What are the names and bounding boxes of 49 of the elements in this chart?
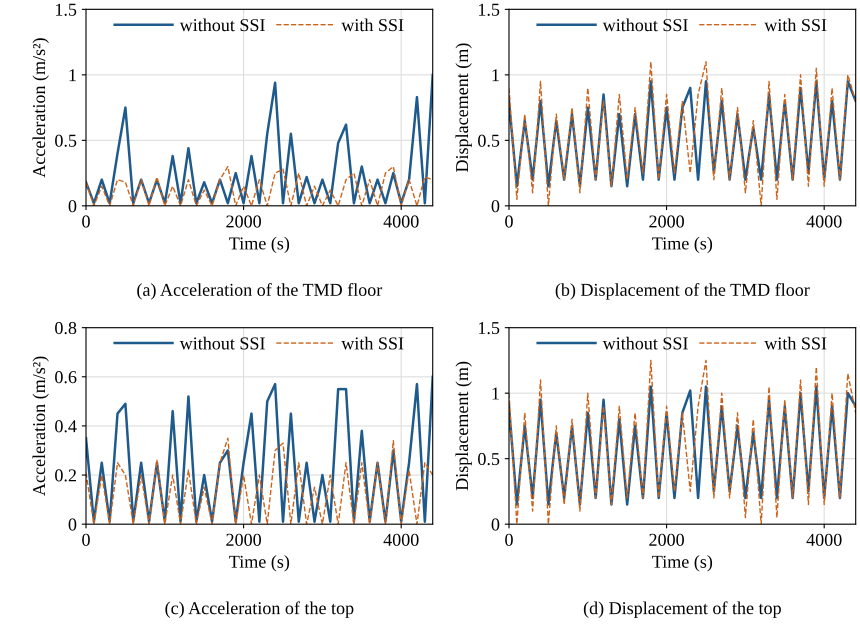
x-axis-title: Time (s) bbox=[229, 555, 290, 572]
legend-label: without SSI bbox=[180, 336, 265, 350]
x-tick-label: 0 bbox=[82, 215, 90, 228]
text: (c) Acceleration of the top bbox=[165, 601, 354, 618]
y-tick-label: 1.5 bbox=[56, 4, 76, 16]
x-axis-title: Time (s) bbox=[652, 555, 712, 572]
y-axis-title: Acceleration (m/s²) bbox=[32, 38, 49, 178]
y-tick-label: 0.5 bbox=[478, 134, 500, 147]
y-tick-label: 0 bbox=[492, 200, 500, 212]
text: (a) Acceleration of the TMD floor bbox=[137, 283, 382, 300]
x-tick-label: 4000 bbox=[383, 215, 419, 228]
y-tick-label: 1 bbox=[492, 69, 499, 82]
x-tick-label: 0 bbox=[505, 534, 513, 546]
x-tick-label: 0 bbox=[82, 534, 90, 546]
y-tick-label: 0 bbox=[68, 200, 76, 212]
y-tick-label: 0.8 bbox=[55, 322, 76, 334]
y-tick-label: 0 bbox=[492, 518, 500, 531]
x-axis-title: Time (s) bbox=[652, 236, 712, 254]
text: (d) Displacement of the top bbox=[584, 601, 781, 618]
x-tick-label: 2000 bbox=[649, 534, 684, 546]
x-tick-label: 4000 bbox=[806, 534, 842, 546]
y-tick-label: 1.5 bbox=[478, 322, 500, 334]
y-axis-title: Displacement (m) bbox=[455, 43, 472, 172]
x-tick-label: 2000 bbox=[226, 215, 261, 228]
y-tick-label: 1 bbox=[492, 388, 499, 400]
y-tick-label: 1.5 bbox=[478, 4, 500, 16]
legend-label: with SSI bbox=[341, 336, 404, 350]
y-tick-label: 0.5 bbox=[478, 452, 500, 466]
y-tick-label: 0.2 bbox=[55, 469, 76, 482]
y-tick-label: 0.6 bbox=[55, 371, 76, 384]
x-tick-label: 2000 bbox=[649, 215, 684, 228]
y-axis-title: Acceleration (m/s²) bbox=[32, 356, 49, 496]
y-tick-label: 0.5 bbox=[55, 134, 76, 147]
y-axis-title: Displacement (m) bbox=[455, 362, 472, 490]
text: (b) Displacement of the TMD floor bbox=[556, 283, 810, 300]
y-tick-label: 1 bbox=[70, 69, 76, 82]
legend-label: with SSI bbox=[341, 18, 404, 32]
x-axis-title: Time (s) bbox=[229, 236, 290, 254]
y-tick-label: 0.4 bbox=[55, 420, 77, 432]
legend-label: without SSI bbox=[602, 18, 688, 32]
x-tick-label: 0 bbox=[505, 215, 513, 228]
x-tick-label: 2000 bbox=[226, 534, 261, 546]
x-tick-label: 4000 bbox=[383, 534, 419, 546]
legend-label: without SSI bbox=[180, 18, 265, 32]
legend-label: without SSI bbox=[602, 336, 688, 350]
legend-label: with SSI bbox=[764, 18, 826, 32]
legend-label: with SSI bbox=[764, 336, 826, 350]
y-tick-label: 0 bbox=[68, 518, 76, 531]
x-tick-label: 4000 bbox=[806, 215, 842, 228]
